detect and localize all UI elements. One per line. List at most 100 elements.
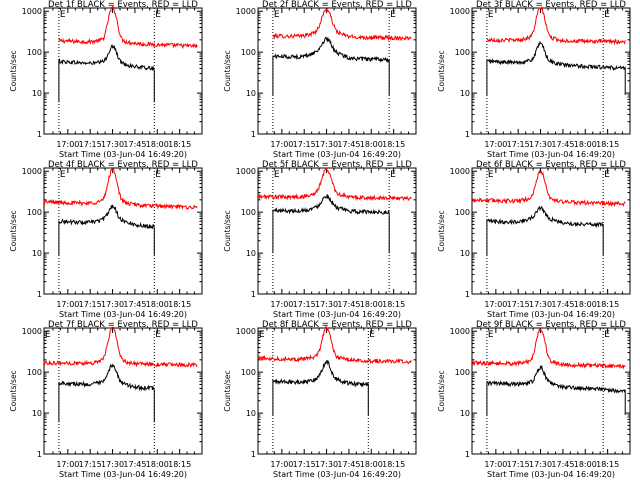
x-axis-label: Start Time (03-Jun-04 16:49:20) [59,150,187,159]
plot-frame [43,167,203,295]
event-marker-2: E [390,170,396,180]
x-tick-label: 17:30 [529,300,552,309]
series-red-lld [43,326,198,369]
y-tick-label: 100 [27,368,42,377]
series-black-events [58,44,155,103]
x-tick-label: 17:15 [507,460,530,469]
event-marker-2: E [604,330,610,340]
y-axis-label: Counts/sec [9,210,18,251]
y-axis-label: Counts/sec [9,50,18,91]
event-marker-1: E [45,330,51,340]
series-black-events [272,194,390,254]
event-marker-1: E [259,330,265,340]
x-tick-label: 17:00 [56,140,79,149]
event-marker-2: E [604,170,610,180]
x-tick-label: 17:45 [123,140,146,149]
y-tick-label: 1 [465,450,470,459]
y-tick-label: 100 [27,48,42,57]
y-tick-label: 100 [455,208,470,217]
event-marker-1: E [488,170,494,180]
x-tick-label: 18:00 [360,300,383,309]
plot-title: Det 1f BLACK = Events, RED = LLD [48,0,198,10]
series-red-lld [257,325,412,365]
y-tick-label: 1000 [450,167,470,176]
x-tick-label: 18:15 [168,300,191,309]
y-tick-label: 10 [32,89,42,98]
x-tick-label: 18:00 [146,300,169,309]
event-marker-2: E [604,10,610,20]
y-tick-label: 1000 [236,167,256,176]
x-axis-label: Start Time (03-Jun-04 16:49:20) [487,310,615,319]
y-tick-label: 1000 [22,327,42,336]
x-tick-label: 17:45 [123,300,146,309]
series-red-lld [257,167,412,202]
x-tick-label: 17:30 [101,460,124,469]
y-tick-label: 100 [241,368,256,377]
series-red-lld [471,327,626,370]
plot-title: Det 3f BLACK = Events, RED = LLD [476,0,626,10]
series-black-events [486,40,626,95]
x-tick-label: 17:15 [507,140,530,149]
y-tick-label: 10 [246,249,256,258]
y-tick-label: 10 [246,89,256,98]
event-marker-2: E [155,170,161,180]
x-tick-label: 17:45 [551,300,574,309]
y-axis-label: Counts/sec [437,370,446,411]
x-tick-label: 17:00 [484,300,507,309]
x-tick-label: 17:45 [551,140,574,149]
x-tick-label: 17:15 [293,300,316,309]
x-axis-label: Start Time (03-Jun-04 16:49:20) [273,310,401,319]
plot-title: Det 9f BLACK = Events, RED = LLD [476,320,626,330]
y-axis-label: Counts/sec [223,210,232,251]
plot-frame [257,167,417,295]
series-black-events [58,204,155,255]
x-tick-label: 18:15 [596,300,619,309]
series-black-events [486,364,626,415]
x-axis-label: Start Time (03-Jun-04 16:49:20) [487,150,615,159]
event-marker-2: E [390,10,396,20]
x-tick-label: 17:00 [270,140,293,149]
x-tick-label: 17:30 [529,460,552,469]
y-axis-label: Counts/sec [9,370,18,411]
y-axis-label: Counts/sec [223,50,232,91]
x-tick-label: 17:45 [337,300,360,309]
plot-frame [43,7,203,135]
x-tick-label: 18:15 [382,140,405,149]
x-tick-label: 18:00 [146,460,169,469]
x-tick-label: 17:15 [507,300,530,309]
plot-frame [257,327,417,455]
y-tick-label: 10 [246,409,256,418]
x-tick-label: 17:45 [337,140,360,149]
y-tick-label: 1 [37,130,42,139]
plot-title: Det 7f BLACK = Events, RED = LLD [48,320,198,330]
x-tick-label: 17:45 [123,460,146,469]
x-tick-label: 17:00 [56,460,79,469]
x-tick-label: 18:15 [596,460,619,469]
y-tick-label: 1 [37,450,42,459]
series-black-events [272,359,369,415]
plot-title: Det 2f BLACK = Events, RED = LLD [262,0,412,10]
x-tick-label: 17:30 [315,460,338,469]
y-tick-label: 10 [32,409,42,418]
plot-frame [43,327,203,455]
y-tick-label: 1000 [22,7,42,16]
y-tick-label: 1 [465,290,470,299]
x-tick-label: 17:30 [315,140,338,149]
event-marker-1: E [274,10,280,20]
event-marker-2: E [155,330,161,340]
y-axis-label: Counts/sec [437,210,446,251]
plot-title: Det 4f BLACK = Events, RED = LLD [48,160,198,170]
x-tick-label: 17:45 [551,460,574,469]
plot-frame [471,7,631,135]
event-marker-2: E [155,10,161,20]
y-tick-label: 10 [460,409,470,418]
x-tick-label: 18:00 [574,300,597,309]
x-tick-label: 17:30 [529,140,552,149]
x-axis-label: Start Time (03-Jun-04 16:49:20) [59,470,187,479]
y-tick-label: 100 [241,48,256,57]
